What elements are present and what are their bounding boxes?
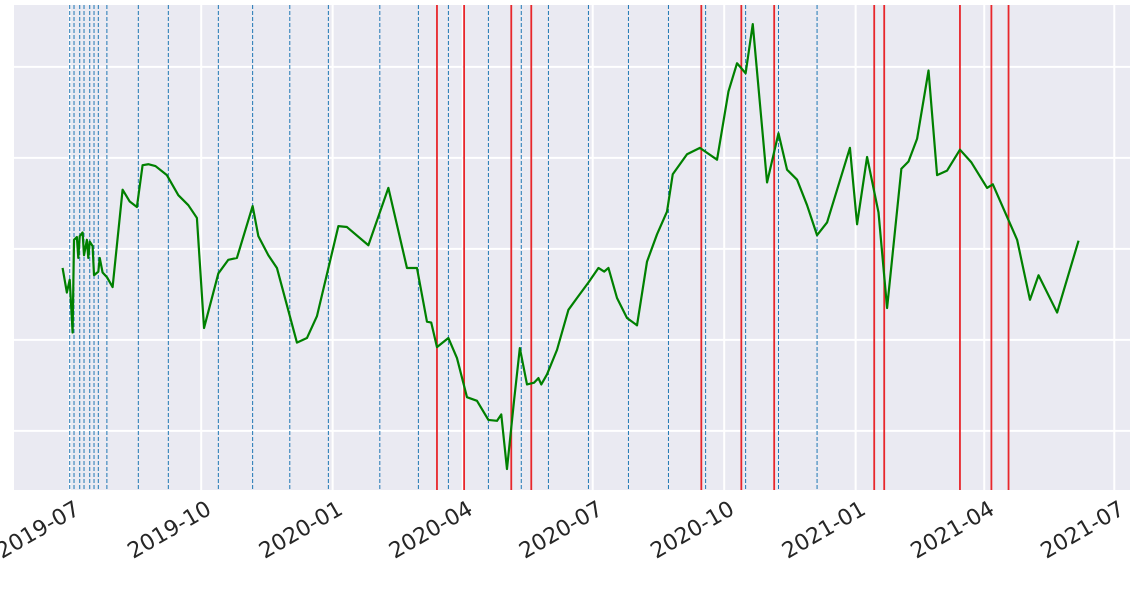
data-line <box>61 23 1080 471</box>
x-tick-label: 2020-07 <box>515 497 607 565</box>
x-tick-label: 2020-10 <box>647 497 739 565</box>
x-tick-label: 2021-07 <box>1037 497 1129 565</box>
x-tick-label: 2019-10 <box>124 497 216 565</box>
plot-area <box>61 5 1080 490</box>
x-tick-label: 2021-01 <box>778 497 870 565</box>
x-tick-label: 2020-04 <box>385 497 477 565</box>
x-tick-label: 2021-04 <box>907 497 999 565</box>
x-tick-label: 2019-07 <box>0 497 84 565</box>
x-tick-label: 2020-01 <box>255 497 347 565</box>
plot-background <box>14 5 1130 490</box>
